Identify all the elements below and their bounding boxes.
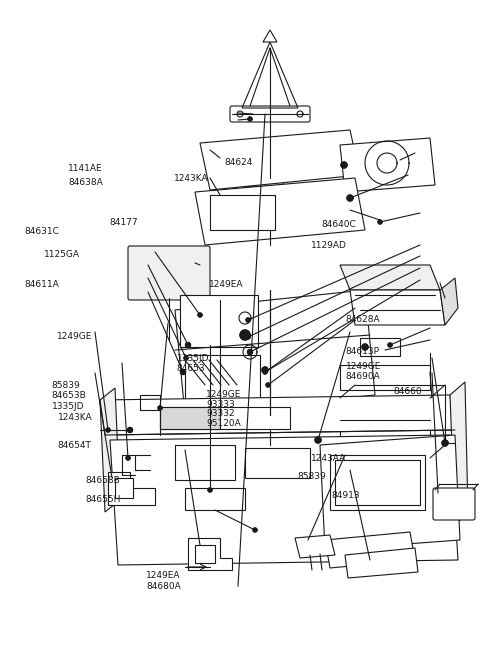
Polygon shape [200, 130, 360, 190]
Text: 84613P: 84613P [346, 346, 380, 356]
Text: 85839: 85839 [298, 472, 326, 481]
Polygon shape [440, 278, 458, 325]
Text: 84653: 84653 [177, 364, 205, 373]
Polygon shape [263, 30, 277, 42]
Polygon shape [442, 440, 448, 446]
Text: 84631C: 84631C [24, 227, 59, 236]
Text: 84638A: 84638A [68, 178, 103, 187]
Polygon shape [128, 428, 132, 432]
Text: 84690A: 84690A [346, 372, 380, 381]
Polygon shape [450, 382, 468, 525]
Polygon shape [248, 117, 252, 121]
Polygon shape [341, 162, 347, 168]
Bar [180, 295, 258, 347]
Text: 1129AD: 1129AD [311, 241, 347, 250]
Polygon shape [195, 178, 365, 245]
Text: 84611A: 84611A [24, 280, 59, 290]
Polygon shape [340, 138, 435, 192]
Text: 1249GE: 1249GE [346, 362, 381, 371]
Bar [245, 448, 310, 478]
Polygon shape [242, 42, 298, 108]
Text: 84653B: 84653B [52, 391, 86, 400]
Text: 1249EA: 1249EA [146, 571, 181, 580]
Polygon shape [158, 406, 162, 410]
Bar [210, 195, 275, 230]
Text: 1335JD: 1335JD [177, 354, 209, 363]
Polygon shape [362, 344, 368, 350]
Polygon shape [100, 388, 120, 512]
Text: 93332: 93332 [206, 409, 235, 419]
Text: 1243KA: 1243KA [58, 413, 92, 422]
Polygon shape [240, 330, 250, 340]
Polygon shape [185, 343, 191, 348]
Polygon shape [320, 435, 460, 550]
Polygon shape [246, 335, 250, 339]
Text: 84628A: 84628A [346, 315, 380, 324]
Text: 95120A: 95120A [206, 419, 241, 428]
Bar [335, 460, 420, 505]
Bar [115, 478, 133, 498]
Polygon shape [106, 428, 110, 432]
Polygon shape [184, 356, 188, 360]
Polygon shape [325, 532, 415, 568]
Text: 84624: 84624 [225, 158, 253, 167]
Polygon shape [110, 435, 458, 565]
Polygon shape [378, 220, 382, 224]
Polygon shape [340, 265, 440, 290]
Bar [340, 365, 430, 390]
FancyBboxPatch shape [128, 246, 210, 300]
Polygon shape [262, 367, 268, 373]
Bar [160, 407, 290, 429]
Polygon shape [126, 456, 130, 460]
Polygon shape [208, 488, 212, 492]
Text: 84658B: 84658B [85, 476, 120, 485]
Polygon shape [295, 535, 335, 558]
Bar [175, 445, 235, 480]
Text: 1249GE: 1249GE [206, 390, 242, 399]
Text: 84660: 84660 [394, 387, 422, 396]
Text: 1243KA: 1243KA [174, 174, 208, 183]
Polygon shape [175, 290, 375, 415]
Polygon shape [248, 350, 252, 354]
Polygon shape [347, 195, 353, 201]
Text: 84640C: 84640C [322, 219, 356, 229]
Text: 1249EA: 1249EA [209, 280, 243, 290]
Polygon shape [188, 538, 232, 570]
Text: 84177: 84177 [109, 218, 138, 227]
Text: 84680A: 84680A [146, 582, 181, 591]
Polygon shape [100, 395, 455, 435]
Bar [185, 355, 260, 407]
Polygon shape [266, 383, 270, 387]
Polygon shape [348, 196, 352, 200]
Polygon shape [388, 343, 392, 347]
Text: 1249GE: 1249GE [57, 331, 92, 341]
Text: 1125GA: 1125GA [44, 250, 80, 259]
Text: 93333: 93333 [206, 400, 235, 409]
Text: 84655H: 84655H [85, 495, 121, 504]
Polygon shape [316, 438, 320, 442]
Text: 1141AE: 1141AE [68, 164, 103, 174]
Text: 84913: 84913 [331, 491, 360, 500]
Text: 84654T: 84654T [58, 441, 92, 450]
Polygon shape [315, 437, 321, 443]
Bar [340, 398, 430, 458]
Bar [185, 488, 245, 510]
Polygon shape [180, 369, 185, 375]
Polygon shape [198, 313, 202, 317]
Polygon shape [246, 318, 250, 322]
Polygon shape [350, 290, 445, 325]
Text: 1243AA: 1243AA [311, 454, 346, 463]
Polygon shape [108, 472, 155, 505]
Polygon shape [253, 528, 257, 532]
Polygon shape [345, 548, 418, 578]
Bar [160, 407, 220, 429]
Bar [360, 338, 400, 356]
Bar [195, 545, 215, 563]
FancyBboxPatch shape [433, 488, 475, 520]
Bar [330, 455, 425, 510]
Text: 1335JD: 1335JD [52, 402, 84, 411]
Bar [215, 148, 283, 186]
Polygon shape [263, 370, 267, 374]
Text: 85839: 85839 [52, 381, 81, 390]
